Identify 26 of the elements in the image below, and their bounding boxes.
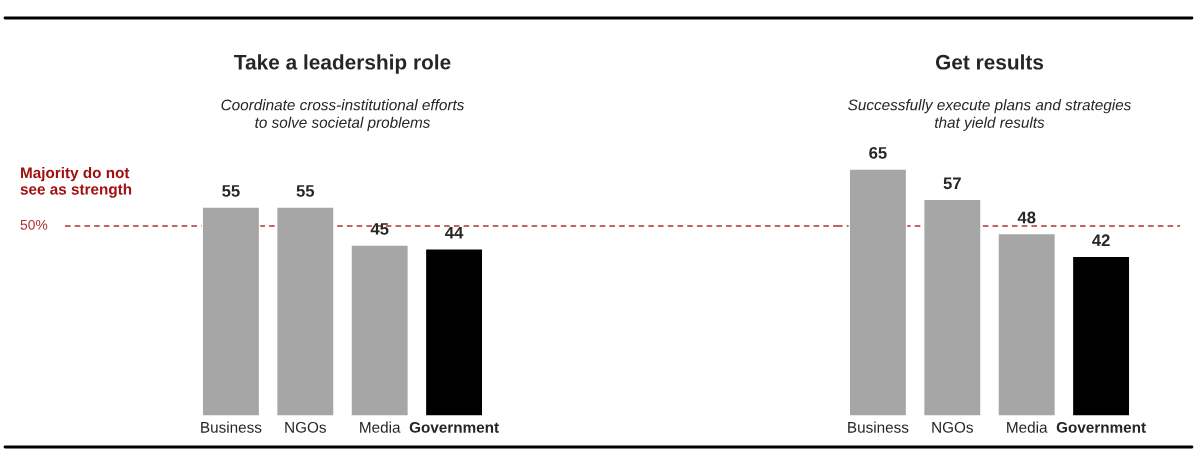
chart-subtitle: Successfully execute plans and strategies that yield results: [848, 99, 1132, 131]
chart-subtitle: Coordinate cross-institutional efforts to solve societal problems: [221, 99, 465, 131]
data-label: 45: [370, 223, 389, 235]
x-tick-label: Business: [848, 421, 909, 433]
x-tick-label: Government: [409, 421, 499, 433]
data-label: 65: [869, 146, 887, 159]
x-tick-label: Business: [201, 421, 262, 433]
x-tick-label: Media: [360, 421, 401, 433]
ref-line-label: 50%: [20, 219, 48, 230]
data-label: 48: [1017, 211, 1036, 224]
x-tick-label: NGOs: [285, 421, 326, 433]
bar: [922, 198, 982, 416]
data-label: 44: [445, 226, 464, 239]
bar: [997, 232, 1057, 416]
data-label: 57: [943, 177, 961, 190]
x-tick-label: Media: [1007, 421, 1048, 433]
bar: [848, 168, 908, 416]
data-label: 55: [222, 185, 240, 197]
data-label: 55: [296, 185, 315, 197]
x-tick-label: Government: [1056, 421, 1146, 433]
data-label: 42: [1092, 234, 1110, 247]
bar: [1071, 255, 1131, 416]
chart-title: Get results: [935, 54, 1044, 70]
chart-title: Take a leadership role: [234, 54, 451, 74]
text: Majority do not see as strength: [20, 166, 132, 198]
x-tick-label: NGOs: [932, 421, 973, 433]
